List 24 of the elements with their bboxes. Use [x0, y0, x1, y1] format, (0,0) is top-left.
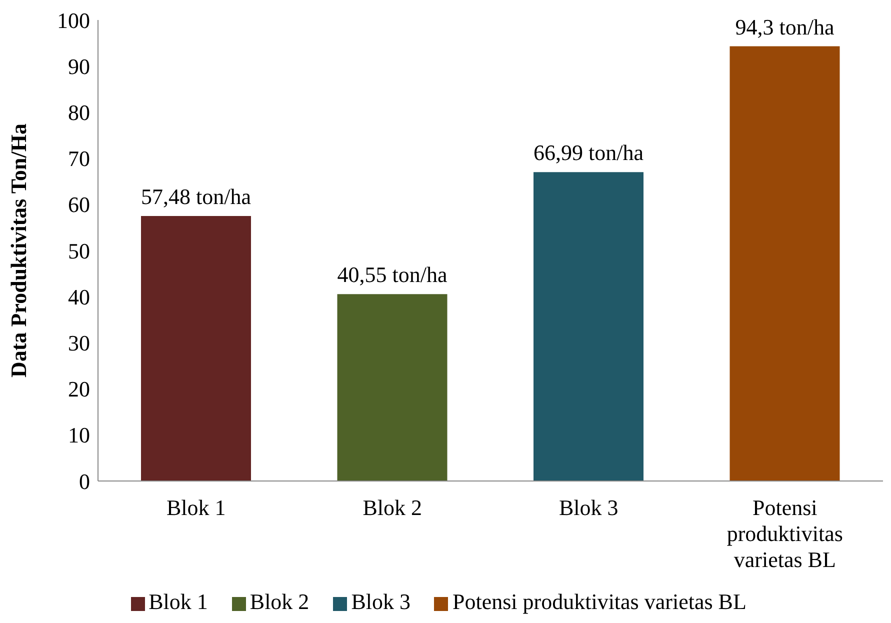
y-tick-label: 30 [68, 330, 90, 356]
legend-label: Blok 1 [148, 589, 208, 614]
data-label: 66,99 ton/ha [534, 140, 644, 166]
x-tick-label: Blok 2 [362, 495, 422, 520]
x-tick-label: Blok 3 [558, 495, 618, 520]
y-tick-label: 50 [68, 238, 90, 264]
x-tick-label: Blok 1 [166, 495, 226, 520]
y-tick-label: 20 [68, 376, 90, 402]
y-tick-label: 100 [57, 8, 90, 33]
y-axis-title: Data Produktivitas Ton/Ha [6, 124, 31, 378]
legend-label: Blok 2 [250, 589, 310, 614]
y-tick-label: 10 [68, 422, 90, 448]
legend-label: Potensi produktivitas varietas BL [452, 589, 746, 614]
data-label: 57,48 ton/ha [141, 184, 252, 210]
data-label: 94,3 ton/ha [735, 14, 834, 40]
y-tick-label: 60 [68, 192, 90, 218]
legend-label: Blok 3 [351, 589, 410, 614]
y-tick-label: 40 [68, 284, 90, 310]
y-tick-label: 0 [79, 468, 90, 494]
y-tick-label: 90 [68, 54, 90, 79]
y-tick-label: 70 [68, 146, 90, 172]
data-label: 40,55 ton/ha [337, 262, 448, 288]
y-tick-label: 80 [68, 100, 90, 126]
x-tick-label: Potensi produktivitas varietas BL [726, 495, 843, 572]
